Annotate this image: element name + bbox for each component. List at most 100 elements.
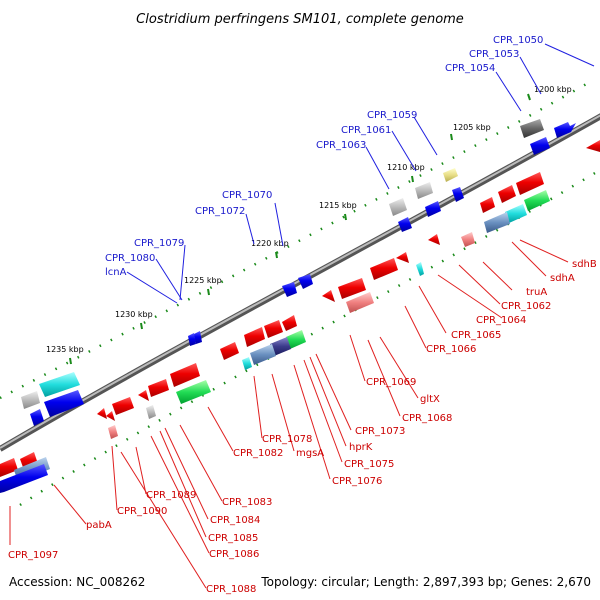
- gene-label-paba[interactable]: pabA: [86, 520, 112, 531]
- gene-label-cpr-1070[interactable]: CPR_1070: [222, 190, 272, 201]
- lower-gene-labels: sdhB sdhA truA CPR_1062 CPR_1064 CPR_106…: [8, 259, 597, 595]
- gene-label-cpr-1080[interactable]: CPR_1080: [105, 253, 155, 264]
- gene-label-cpr-1075[interactable]: CPR_1075: [344, 459, 394, 470]
- gene-block: [0, 464, 48, 493]
- gene-block: [21, 391, 40, 409]
- gene-label-cpr-1086[interactable]: CPR_1086: [209, 549, 259, 560]
- gene-block: [443, 168, 458, 182]
- gene-label-hprk[interactable]: hprK: [349, 442, 373, 453]
- gene-block: [264, 320, 283, 338]
- gene-label-cpr-1085[interactable]: CPR_1085: [208, 533, 258, 544]
- scale-label: 1230 kbp: [115, 310, 153, 319]
- gene-arrow: [97, 408, 107, 419]
- gene-block: [520, 119, 544, 138]
- gene-block: [524, 190, 550, 211]
- gene-arrow: [138, 390, 149, 401]
- gene-label-lcna[interactable]: lcnA: [105, 267, 127, 278]
- gene-label-cpr-1066[interactable]: CPR_1066: [426, 344, 476, 355]
- scale-label: 1200 kbp: [534, 85, 572, 94]
- gene-block: [242, 357, 252, 370]
- gene-arrow: [30, 409, 44, 426]
- gene-block: [220, 342, 239, 360]
- gene-label-cpr-1062[interactable]: CPR_1062: [501, 301, 551, 312]
- gene-arrow: [194, 331, 202, 344]
- gene-label-mgsa[interactable]: mgsA: [296, 448, 324, 459]
- gene-arrow: [298, 274, 313, 289]
- gene-block: [338, 278, 366, 299]
- gene-label-cpr-1068[interactable]: CPR_1068: [402, 413, 452, 424]
- gene-arrow: [282, 315, 297, 331]
- gene-arrow: [554, 122, 576, 138]
- gene-block: [170, 363, 200, 387]
- gene-label-sdhb[interactable]: sdhB: [572, 259, 597, 270]
- gene-block: [244, 327, 265, 347]
- gene-block: [415, 182, 433, 199]
- reverse-genes: [0, 140, 600, 493]
- gene-block: [250, 344, 276, 365]
- lower-leader-lines: [9, 239, 569, 589]
- gene-label-cpr-1065[interactable]: CPR_1065: [451, 330, 501, 341]
- gene-block: [112, 397, 134, 415]
- gene-label-cpr-1053[interactable]: CPR_1053: [469, 49, 519, 60]
- gene-label-cpr-1082[interactable]: CPR_1082: [233, 448, 283, 459]
- gene-label-cpr-1078[interactable]: CPR_1078: [262, 434, 312, 445]
- gene-arrow: [106, 411, 115, 421]
- gene-label-cpr-1073[interactable]: CPR_1073: [355, 426, 405, 437]
- gene-block: [108, 425, 118, 439]
- gene-label-cpr-1079[interactable]: CPR_1079: [134, 238, 184, 249]
- genome-summary-text: Topology: circular; Length: 2,897,393 bp…: [260, 575, 591, 589]
- gene-arrow: [398, 217, 412, 232]
- gene-arrow: [428, 234, 440, 245]
- gene-label-cpr-1061[interactable]: CPR_1061: [341, 125, 391, 136]
- gene-label-cpr-1063[interactable]: CPR_1063: [316, 140, 366, 151]
- gene-block: [484, 212, 510, 233]
- gene-block: [425, 201, 441, 217]
- scale-label: 1235 kbp: [46, 345, 84, 354]
- gene-block: [370, 258, 398, 280]
- map-title: Clostridium perfringens SM101, complete …: [136, 12, 464, 27]
- gene-arrow: [586, 140, 600, 152]
- upper-gene-labels: CPR_1050 CPR_1053 CPR_1054 CPR_1059 CPR_…: [105, 35, 543, 278]
- scale-label: 1220 kbp: [251, 239, 289, 248]
- gene-block: [39, 372, 80, 397]
- gene-label-cpr-1069[interactable]: CPR_1069: [366, 377, 416, 388]
- forward-genes: [21, 119, 576, 426]
- gene-label-cpr-1050[interactable]: CPR_1050: [493, 35, 543, 46]
- upper-leader-lines: [126, 43, 595, 304]
- gene-label-trua[interactable]: truA: [526, 287, 547, 298]
- gene-arrow: [396, 252, 409, 263]
- gene-block: [176, 380, 211, 404]
- gene-block: [346, 292, 374, 313]
- gene-arrow: [498, 185, 516, 203]
- gene-label-cpr-1076[interactable]: CPR_1076: [332, 476, 382, 487]
- gene-label-cpr-1054[interactable]: CPR_1054: [445, 63, 495, 74]
- gene-arrow: [188, 333, 196, 346]
- gene-block: [148, 379, 169, 397]
- gene-arrow: [452, 187, 464, 202]
- gene-label-sdha[interactable]: sdhA: [550, 273, 575, 284]
- gene-label-gltx[interactable]: gltX: [420, 394, 440, 405]
- scale-label: 1225 kbp: [184, 276, 222, 285]
- gene-arrow: [322, 290, 335, 302]
- gene-label-cpr-1097[interactable]: CPR_1097: [8, 550, 58, 561]
- gene-label-cpr-1072[interactable]: CPR_1072: [195, 206, 245, 217]
- gene-block: [286, 330, 306, 349]
- gene-label-cpr-1059[interactable]: CPR_1059: [367, 110, 417, 121]
- gene-label-cpr-1090[interactable]: CPR_1090: [117, 506, 167, 517]
- gene-block: [44, 390, 84, 417]
- gene-block: [416, 262, 424, 276]
- gene-block: [505, 204, 527, 223]
- gene-arrow: [282, 282, 297, 297]
- scale-label: 1205 kbp: [453, 123, 491, 132]
- gene-label-cpr-1088[interactable]: CPR_1088: [206, 584, 256, 595]
- gene-block: [270, 337, 291, 356]
- gene-label-cpr-1083[interactable]: CPR_1083: [222, 497, 272, 508]
- gene-block: [530, 137, 550, 155]
- scale-label: 1215 kbp: [319, 201, 357, 210]
- gene-block: [389, 198, 407, 216]
- gene-label-cpr-1089[interactable]: CPR_1089: [146, 490, 196, 501]
- gene-block: [0, 458, 18, 477]
- gene-label-cpr-1064[interactable]: CPR_1064: [476, 315, 526, 326]
- gene-label-cpr-1084[interactable]: CPR_1084: [210, 515, 260, 526]
